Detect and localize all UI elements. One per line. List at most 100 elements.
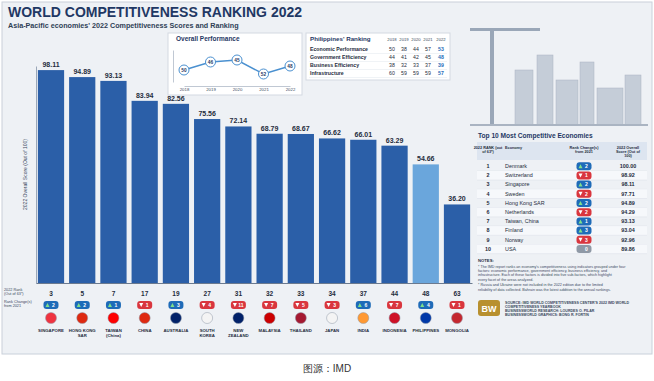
x-tick: 2018: [180, 87, 190, 92]
marker: [285, 61, 295, 71]
x-tick-label: JAPAN: [325, 328, 339, 333]
flag: [108, 313, 119, 324]
rank-change: 0: [585, 246, 588, 252]
x-tick-label: INDONESIA: [383, 328, 407, 333]
bar: [256, 134, 282, 283]
data-label: 68.79: [261, 125, 279, 132]
x-tick-label: 2020: [233, 87, 243, 92]
data-label: 75.56: [198, 110, 216, 117]
rank: 63: [453, 290, 461, 297]
x-tick: 2021: [259, 87, 269, 92]
x-tick: 2022: [286, 87, 296, 92]
badge: [387, 301, 402, 309]
x-axis-line: [37, 283, 473, 284]
badge: [577, 236, 592, 244]
column-header: 2022: [436, 37, 446, 42]
row-label: Government Efficiency: [310, 54, 367, 60]
column-header: 2019: [399, 37, 409, 42]
x-tick: AUSTRALIA: [164, 328, 189, 333]
cell: 42: [413, 54, 419, 60]
subtitle: Asia-Pacific economies' 2022 Competitive…: [8, 21, 239, 30]
notes-title: NOTES:: [478, 258, 494, 263]
data-label: 52: [261, 72, 267, 77]
row-label: Business Efficiency: [310, 62, 359, 68]
cell: 98.92: [621, 172, 635, 178]
x-tick: 2019: [206, 87, 216, 92]
caption: 图源：IMD: [303, 363, 351, 374]
row-bg: [477, 171, 647, 180]
flag: [295, 313, 306, 324]
flag: [264, 313, 275, 324]
x-tick-label: 2021: [259, 87, 269, 92]
flag: [45, 313, 56, 324]
rank-change: 3: [177, 302, 180, 308]
flag: [327, 313, 338, 324]
arrow-up: [579, 164, 583, 168]
data-label: 66.62: [323, 129, 341, 136]
building: [515, 70, 533, 125]
x-tick-label: 2019: [206, 87, 216, 92]
y-axis: [173, 51, 174, 83]
cell: 44: [389, 54, 395, 60]
bar: [288, 134, 314, 283]
x-tick-label: NEWZEALAND: [228, 328, 249, 338]
cell: 97.71: [621, 191, 635, 197]
cell: 4: [487, 191, 490, 197]
rank-change: 5: [302, 302, 305, 308]
rank-change: 1: [458, 302, 461, 308]
line-marks: [179, 55, 295, 79]
data-label: 83.94: [136, 92, 154, 99]
badge: [577, 208, 592, 216]
arrow-down: [233, 303, 237, 307]
flag: [233, 313, 244, 324]
source-line: SOURCE: IMD WORLD COMPETITIVENESS CENTER…: [505, 301, 629, 309]
rank-change: 2: [585, 163, 588, 169]
column-header: 2021: [423, 37, 433, 42]
row-bg: [477, 226, 647, 235]
cell: Finland: [505, 227, 523, 233]
arrow-up: [358, 303, 362, 307]
row-label: 2022 Rank(Out of 63*): [4, 288, 24, 296]
arrow-up: [579, 201, 583, 205]
arrow-up: [420, 303, 424, 307]
arrow-up: [579, 183, 583, 187]
x-tick: MONGOLIA: [445, 328, 469, 333]
cell: 93.04: [621, 227, 635, 233]
badge: [137, 301, 152, 309]
row-bg: [477, 208, 647, 217]
x-tick: INDONESIA: [383, 328, 407, 333]
badge: [450, 301, 465, 309]
badge: [577, 181, 592, 189]
bar: [69, 77, 95, 283]
bar: [163, 104, 189, 283]
column-header: 2022 RANK (outof 63*): [474, 146, 503, 154]
data-label: 50: [181, 68, 187, 73]
arrow-down: [139, 303, 143, 307]
cell: 1: [487, 163, 490, 169]
rank-row: 2022 Rank(Out of 63*)Rank Change(s)from …: [4, 288, 461, 308]
line-chart: Overall Performance504645524820182019202…: [168, 33, 302, 95]
column-header: 2020: [411, 37, 421, 42]
x-tick: MALAYSIA: [259, 328, 281, 333]
data-label: 68.67: [292, 125, 310, 132]
bar: [413, 164, 439, 283]
cell: 53: [438, 46, 444, 52]
cell: Norway: [505, 237, 524, 243]
column-header: Economy: [505, 146, 523, 150]
table-title: Top 10 Most Competitive Economies: [478, 132, 593, 140]
row-line: [477, 253, 647, 254]
cell: 38: [389, 62, 395, 68]
rank-change: 1: [146, 302, 149, 308]
rank: 32: [266, 290, 274, 297]
flags: [45, 313, 462, 324]
cell: 98.11: [621, 181, 634, 187]
bars: [38, 70, 470, 283]
badge: [577, 171, 592, 179]
table-title: Philippines' Ranking: [310, 35, 371, 42]
rank: 17: [141, 290, 149, 297]
badge: [168, 301, 183, 309]
bar: [132, 101, 158, 283]
note: * Russia and Ukraine were not included i…: [478, 283, 611, 291]
bar: [319, 138, 345, 283]
notes: NOTES:* The IMD report ranks an economy'…: [478, 258, 626, 292]
